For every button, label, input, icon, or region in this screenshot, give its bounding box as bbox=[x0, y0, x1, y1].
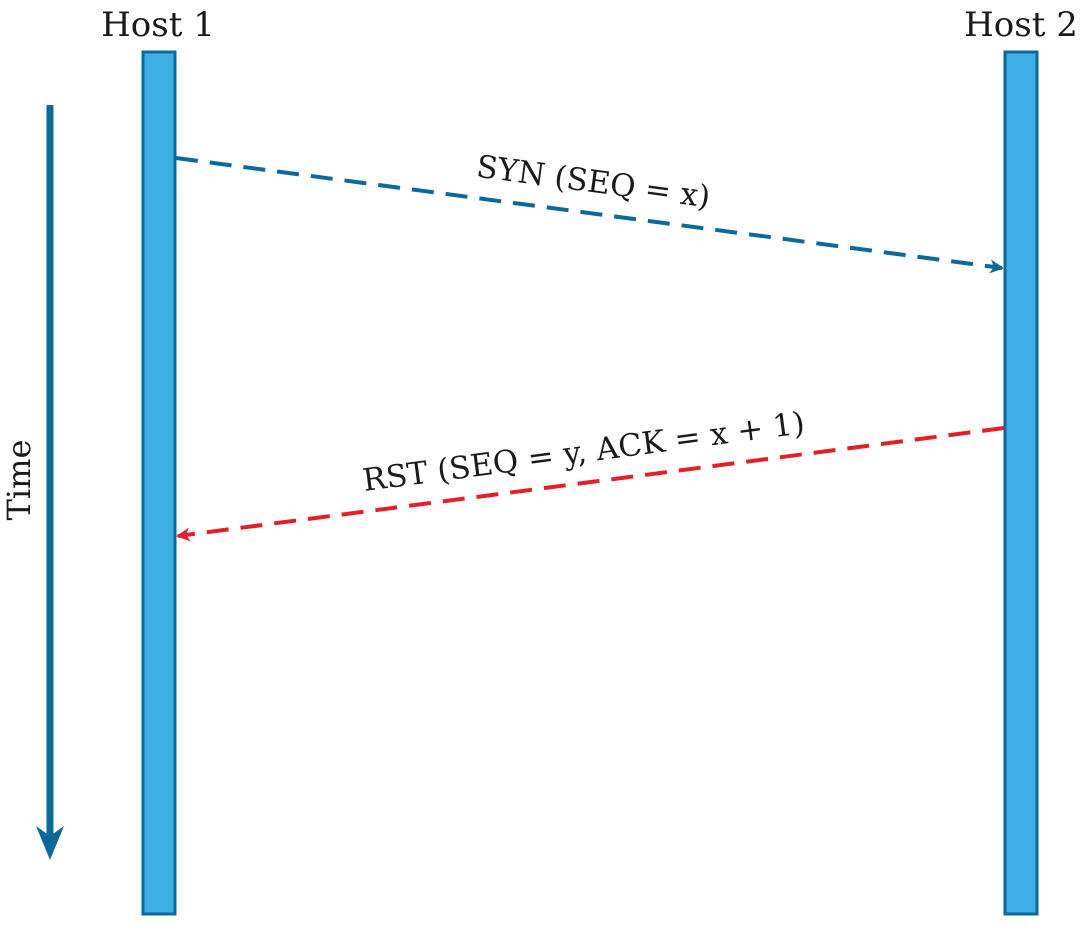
host-2-lifeline bbox=[1003, 50, 1039, 916]
rst-arrow bbox=[176, 426, 1005, 542]
host-1-label: Host 1 bbox=[101, 5, 215, 45]
syn-message-label: SYN (SEQ = x) bbox=[474, 149, 712, 216]
syn-arrow bbox=[175, 156, 1004, 274]
time-axis-label: Time bbox=[0, 440, 38, 521]
host-2-label: Host 2 bbox=[964, 5, 1078, 45]
time-axis-arrowhead bbox=[36, 826, 64, 860]
host-1-lifeline bbox=[141, 50, 177, 916]
